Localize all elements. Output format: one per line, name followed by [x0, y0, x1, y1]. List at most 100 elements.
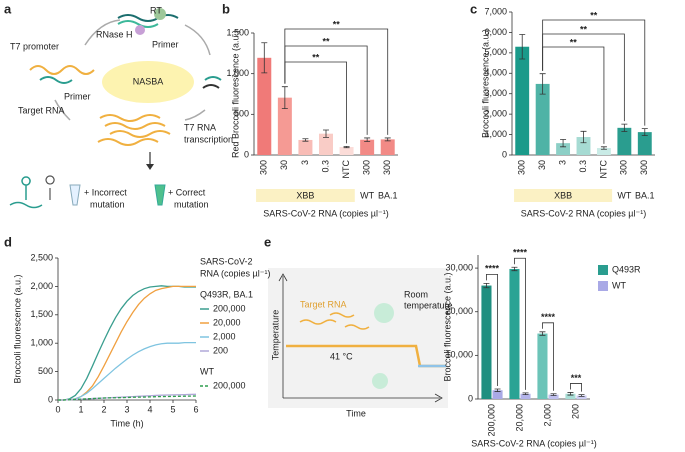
x-tick-label: 2,000 [542, 404, 552, 427]
y-tick-label: 6,000 [484, 27, 507, 37]
bar [548, 394, 559, 399]
error-bar [511, 266, 518, 272]
significance-label: ** [580, 24, 588, 34]
x-tick-label: 1 [78, 404, 83, 414]
bar [576, 137, 591, 155]
y-tick-label: 7,000 [484, 6, 507, 16]
significance-bracket [542, 46, 605, 144]
label: 41 °C [330, 351, 353, 361]
x-tick-label: 20,000 [514, 404, 524, 432]
y-tick-label: 5,000 [484, 47, 507, 57]
x-tick-label: 3 [300, 160, 310, 165]
y-tick-label: 0 [244, 149, 249, 159]
dsdna [204, 76, 222, 81]
label: Target RNA [18, 105, 65, 115]
x-tick-label: 300 [259, 160, 269, 175]
y-tick-label: 500 [38, 366, 53, 376]
bar [556, 143, 571, 155]
x-axis-label: SARS-CoV-2 RNA (copies µl⁻¹) [471, 438, 596, 448]
label: Room [404, 289, 428, 299]
panel-letter: d [4, 234, 12, 249]
label: RT [150, 5, 162, 15]
label: + Incorrect [84, 187, 127, 197]
x-tick-label: 300 [362, 160, 372, 175]
error-bar [384, 137, 391, 142]
x-axis-label: SARS-CoV-2 RNA (copies µl⁻¹) [263, 208, 388, 218]
y-tick-label: 3,000 [484, 88, 507, 98]
x-tick-label: 3 [124, 404, 129, 414]
bar [515, 46, 530, 155]
y-tick-label: 1,000 [484, 129, 507, 139]
y-axis-label: Broccoli fluorescence (a.u.) [442, 272, 452, 381]
significance-bracket [542, 19, 646, 126]
significance-bracket [486, 273, 498, 386]
significance-label: ** [333, 19, 341, 29]
label: mutation [174, 199, 209, 209]
error-bar [621, 123, 628, 132]
group-band [514, 189, 613, 202]
glow [374, 303, 394, 323]
bar [492, 390, 503, 399]
significance-label: **** [485, 264, 500, 274]
error-bar [550, 393, 557, 396]
dsdna [202, 84, 220, 89]
bar [298, 139, 313, 155]
panel-letter: c [470, 1, 477, 16]
legend-title: SARS-CoV-2 [200, 256, 253, 266]
group-band [256, 189, 355, 202]
x-axis-label: SARS-CoV-2 RNA (copies µl⁻¹) [521, 208, 646, 218]
label: T7 promoter [10, 41, 59, 51]
bar [277, 97, 292, 155]
primer-strand [39, 76, 73, 84]
tube [69, 184, 81, 206]
diagram-box [268, 268, 448, 408]
x-axis-label: Time (h) [110, 418, 143, 428]
label: temperature [404, 300, 453, 310]
panel-letter: e [264, 234, 271, 249]
arrow-head [146, 164, 154, 170]
legend-label: 2,000 [213, 331, 236, 341]
cycle-arrow [84, 19, 121, 46]
series-line [58, 395, 197, 401]
y-tick-label: 2,000 [484, 109, 507, 119]
legend-group: Q493R, BA.1 [200, 289, 253, 299]
x-tick-label: 300 [619, 160, 629, 175]
bar [537, 333, 548, 399]
bar [535, 83, 550, 155]
legend-swatch [598, 281, 608, 291]
legend-swatch [598, 265, 608, 275]
legend-label: 200,000 [213, 380, 246, 390]
significance-bracket [514, 257, 526, 390]
bar [481, 285, 492, 399]
legend-group: WT [200, 366, 214, 376]
x-tick-label: 300 [517, 160, 527, 175]
x-tick-label: 0.3 [578, 160, 588, 173]
bar [339, 147, 354, 155]
error-bar [323, 129, 329, 138]
series-line [58, 341, 196, 401]
legend-label: WT [612, 280, 626, 290]
y-tick-label: 4,000 [484, 68, 507, 78]
x-tick-label: 5 [170, 404, 175, 414]
target-rna [29, 65, 95, 75]
error-bar [539, 73, 546, 95]
x-tick-label: 200,000 [486, 404, 496, 437]
cycle-arrow [54, 99, 71, 121]
nasba-circle [102, 61, 194, 103]
y-tick-label: 2,000 [30, 281, 53, 291]
transcripts [97, 114, 171, 146]
bar [360, 139, 375, 155]
error-bar [580, 130, 587, 144]
x-tick-label: 0.3 [320, 160, 330, 173]
error-bar [522, 392, 529, 396]
group-label: BA.1 [378, 190, 398, 200]
cycle-arrow [184, 24, 211, 56]
error-bar [560, 139, 567, 148]
x-tick-label: 300 [382, 160, 392, 175]
nasba-diagram: RT RNase H Primer T7 promoter Primer Tar… [9, 5, 233, 209]
group-label: XBB [296, 190, 314, 200]
bar [576, 395, 587, 399]
label: Primer [64, 91, 91, 101]
y-tick-label: 1,500 [226, 27, 249, 37]
y-axis-label: Broccoli fluorescence (a.u.) [480, 29, 490, 138]
